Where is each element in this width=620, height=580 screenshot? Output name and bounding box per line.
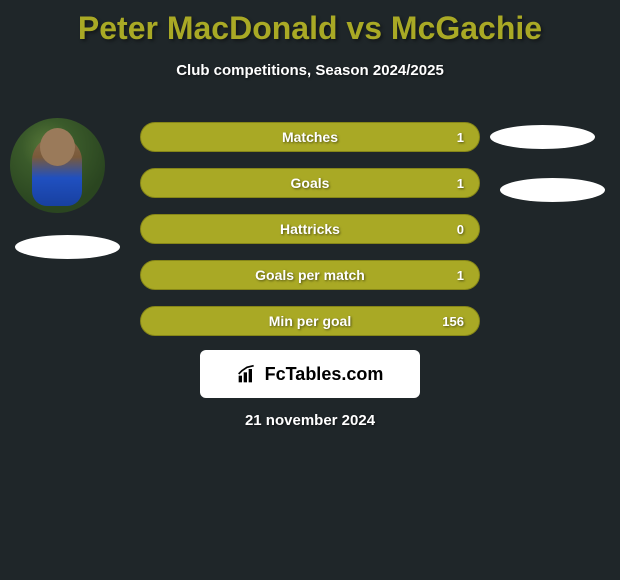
stat-value: 1 <box>457 130 464 145</box>
stat-label: Hattricks <box>280 221 340 237</box>
comparison-title: Peter MacDonald vs McGachie <box>0 0 620 47</box>
season-subtitle: Club competitions, Season 2024/2025 <box>0 62 620 79</box>
stat-value: 1 <box>457 268 464 283</box>
stat-value: 156 <box>442 314 464 329</box>
stat-label: Goals per match <box>255 267 365 283</box>
chart-icon <box>237 364 257 384</box>
stat-label: Min per goal <box>269 313 351 329</box>
branding-badge: FcTables.com <box>200 350 420 398</box>
right-ellipse-decoration-1 <box>490 125 595 149</box>
stat-bar-goals: Goals 1 <box>140 168 480 198</box>
right-ellipse-decoration-2 <box>500 178 605 202</box>
branding-text: FcTables.com <box>265 364 384 385</box>
stat-label: Goals <box>291 175 330 191</box>
stat-label: Matches <box>282 129 338 145</box>
stat-value: 1 <box>457 176 464 191</box>
stats-container: Matches 1 Goals 1 Hattricks 0 Goals per … <box>140 122 480 352</box>
stat-bar-min-per-goal: Min per goal 156 <box>140 306 480 336</box>
stat-bar-matches: Matches 1 <box>140 122 480 152</box>
stat-value: 0 <box>457 222 464 237</box>
player-left-avatar <box>10 118 105 213</box>
stat-bar-hattricks: Hattricks 0 <box>140 214 480 244</box>
date-text: 21 november 2024 <box>0 412 620 429</box>
left-ellipse-decoration <box>15 235 120 259</box>
stat-bar-goals-per-match: Goals per match 1 <box>140 260 480 290</box>
